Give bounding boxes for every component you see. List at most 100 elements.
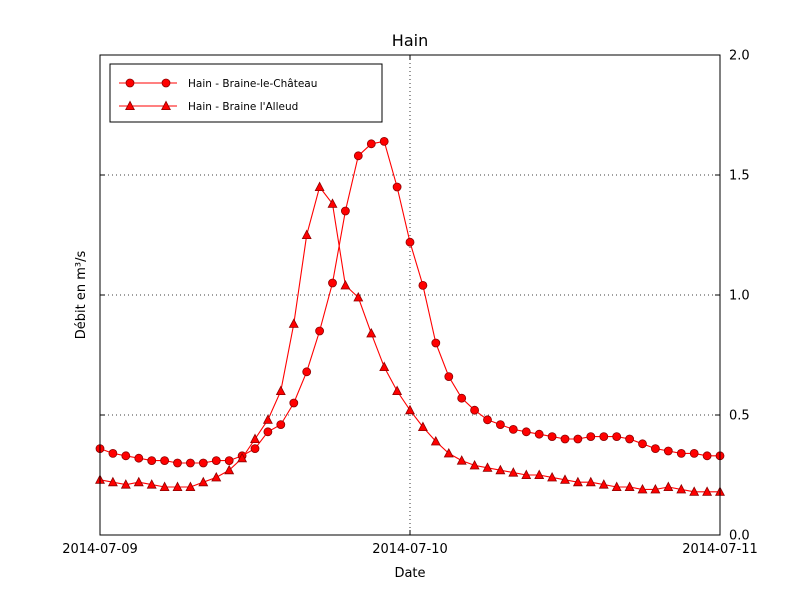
legend: Hain - Braine-le-Château Hain - Braine l…: [109, 63, 383, 123]
data-point-circle: [328, 278, 337, 288]
data-point-circle: [108, 448, 118, 458]
data-point-circle: [198, 458, 208, 468]
data-point-triangle: [637, 483, 648, 494]
data-point-triangle: [353, 291, 364, 302]
data-point-triangle: [314, 181, 325, 192]
data-point-circle: [521, 427, 531, 437]
data-point-triangle: [211, 471, 222, 482]
data-point-circle: [121, 451, 131, 461]
data-point-triangle: [340, 279, 351, 290]
data-point-triangle: [146, 479, 157, 489]
data-point-triangle: [650, 483, 661, 494]
data-point-triangle: [560, 474, 570, 484]
data-point-circle: [431, 338, 441, 348]
data-point-circle: [457, 393, 467, 403]
data-point-circle: [676, 448, 686, 458]
data-point-triangle: [172, 481, 183, 492]
data-point-circle: [483, 415, 492, 425]
data-point-circle: [315, 326, 325, 336]
data-point-triangle: [508, 467, 519, 477]
data-point-circle: [651, 444, 660, 454]
data-point-triangle: [702, 486, 713, 496]
legend-label-2: Hain - Braine l'Alleud: [188, 101, 298, 113]
data-point-circle: [289, 398, 299, 408]
data-point-triangle: [237, 452, 248, 463]
data-point-circle: [185, 458, 195, 468]
data-point-triangle: [275, 385, 286, 396]
legend-triangle-marker-icon: [161, 100, 171, 110]
data-point-triangle: [482, 462, 493, 472]
data-point-circle: [418, 280, 428, 290]
data-point-triangle: [198, 476, 209, 487]
data-point-triangle: [120, 479, 131, 489]
data-point-triangle: [547, 471, 558, 482]
data-point-triangle: [456, 455, 467, 465]
data-point-triangle: [521, 469, 532, 480]
data-point-triangle: [405, 404, 415, 415]
data-point-triangle: [133, 476, 144, 487]
data-point-triangle: [301, 229, 312, 240]
data-point-circle: [224, 456, 234, 466]
data-point-circle: [147, 456, 157, 466]
data-point-circle: [276, 420, 286, 430]
y-tick-label: 1.5: [729, 169, 750, 184]
data-point-circle: [444, 372, 454, 382]
data-point-circle: [470, 405, 480, 415]
data-point-circle: [547, 432, 557, 442]
chart-title: Hain: [392, 31, 428, 50]
data-point-circle: [495, 420, 505, 430]
data-point-triangle: [676, 483, 687, 494]
data-point-triangle: [611, 481, 622, 492]
legend-circle-marker-icon: [125, 78, 135, 88]
data-point-circle: [702, 451, 712, 461]
data-point-triangle: [250, 433, 260, 444]
x-tick-label: 2014-07-10: [372, 542, 448, 557]
y-tick-label: 1.0: [729, 289, 750, 304]
data-point-triangle: [327, 198, 338, 208]
data-point-circle: [366, 139, 376, 149]
data-point-triangle: [443, 447, 454, 458]
tick-layer: 2014-07-09 2014-07-10 2014-07-110.0 0.5 1.0 1…: [62, 49, 758, 558]
grid-layer: [100, 55, 720, 535]
legend-box: [109, 63, 383, 123]
y-axis-label: Débit en m³/s: [74, 251, 89, 340]
data-point-circle: [353, 151, 363, 161]
legend-label-1: Hain - Braine-le-Château: [188, 78, 317, 90]
y-tick-label: 2.0: [729, 49, 750, 64]
data-point-circle: [302, 367, 312, 377]
data-point-circle: [612, 432, 622, 442]
data-point-triangle: [392, 385, 403, 396]
data-point-triangle: [572, 476, 583, 487]
data-point-circle: [508, 424, 518, 434]
data-point-circle: [586, 432, 596, 442]
data-point-triangle: [379, 361, 390, 372]
data-point-triangle: [366, 327, 377, 338]
data-point-triangle: [534, 469, 545, 480]
legend-circle-marker-icon: [161, 78, 171, 88]
data-point-circle: [638, 439, 647, 449]
data-point-triangle: [598, 479, 609, 489]
data-point-circle: [211, 456, 221, 466]
data-point-circle: [560, 434, 570, 444]
data-point-triangle: [469, 459, 480, 470]
legend-triangle-marker-icon: [125, 100, 135, 110]
data-point-circle: [625, 434, 634, 444]
data-point-circle: [573, 434, 583, 444]
data-point-triangle: [262, 414, 273, 424]
data-point-circle: [250, 444, 260, 454]
data-point-triangle: [417, 421, 428, 432]
data-point-circle: [599, 432, 609, 442]
data-point-triangle: [495, 464, 506, 475]
data-point-circle: [173, 458, 182, 468]
data-point-circle: [379, 136, 389, 146]
data-point-triangle: [430, 435, 441, 446]
x-tick-label: 2014-07-11: [682, 542, 758, 557]
x-axis-label: Date: [394, 566, 425, 581]
data-point-circle: [160, 456, 170, 466]
data-point-triangle: [185, 481, 196, 492]
data-point-circle: [689, 448, 699, 458]
data-point-triangle: [107, 476, 118, 487]
data-point-triangle: [224, 464, 235, 475]
